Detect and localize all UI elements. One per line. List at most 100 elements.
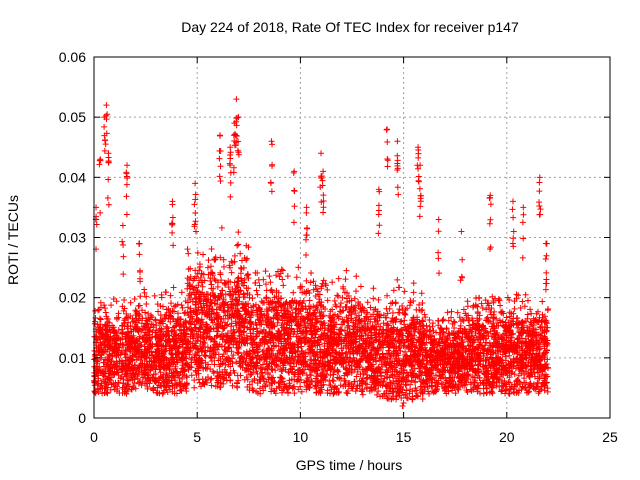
data-point <box>95 328 102 335</box>
data-point <box>179 368 186 375</box>
data-point <box>173 359 180 366</box>
data-point <box>103 357 110 364</box>
data-point <box>177 316 184 323</box>
data-point <box>151 359 158 366</box>
data-point <box>143 349 150 356</box>
data-point <box>129 318 136 325</box>
data-point <box>207 303 214 310</box>
data-point <box>131 296 138 303</box>
data-point <box>188 291 195 298</box>
data-point <box>146 335 153 342</box>
data-point <box>152 316 159 323</box>
data-point <box>164 362 171 369</box>
data-point <box>329 279 336 286</box>
data-point <box>130 332 137 339</box>
data-point <box>113 298 120 305</box>
data-point <box>122 336 129 343</box>
data-point <box>127 343 134 350</box>
data-point <box>155 308 162 315</box>
data-point <box>307 310 314 317</box>
data-point <box>280 282 287 289</box>
data-point <box>169 307 176 314</box>
data-point <box>99 336 106 343</box>
data-point <box>266 273 273 280</box>
data-point <box>179 355 186 362</box>
data-point <box>146 337 153 344</box>
data-point <box>324 297 331 304</box>
data-point <box>115 326 122 333</box>
data-point <box>219 330 226 337</box>
data-point <box>179 344 186 351</box>
data-point <box>284 273 291 280</box>
data-point <box>205 306 212 313</box>
data-point <box>123 346 130 353</box>
data-point <box>119 341 126 348</box>
data-point <box>162 382 169 389</box>
data-point <box>145 331 152 338</box>
data-point <box>330 377 337 384</box>
data-point <box>357 283 364 290</box>
data-point <box>123 335 130 342</box>
data-point <box>97 339 104 346</box>
data-point <box>185 338 192 345</box>
data-point <box>235 229 242 236</box>
data-point <box>176 343 183 350</box>
data-point <box>120 307 127 314</box>
data-point <box>127 313 134 320</box>
data-point <box>156 366 163 373</box>
data-point <box>176 322 183 329</box>
data-point <box>185 250 192 257</box>
data-point <box>423 322 430 329</box>
data-point <box>132 307 139 314</box>
data-point <box>123 370 130 377</box>
data-point <box>389 309 396 316</box>
data-point <box>156 390 163 397</box>
data-point <box>97 385 104 392</box>
data-point <box>218 277 225 284</box>
data-point <box>129 372 136 379</box>
data-point <box>383 305 390 312</box>
data-point <box>254 291 261 298</box>
data-point <box>174 310 181 317</box>
data-point <box>392 299 399 306</box>
data-point <box>132 385 139 392</box>
data-point <box>248 370 255 377</box>
data-point <box>229 286 236 293</box>
data-point <box>108 302 115 309</box>
data-point <box>384 321 391 328</box>
data-point <box>163 343 170 350</box>
data-point <box>157 302 164 309</box>
data-point <box>159 303 166 310</box>
data-point <box>159 318 166 325</box>
data-point <box>141 339 148 346</box>
data-point <box>167 318 174 325</box>
data-point <box>96 315 103 322</box>
data-point <box>231 329 238 336</box>
data-point <box>126 376 133 383</box>
data-point <box>113 330 120 337</box>
data-points <box>91 96 552 409</box>
data-point <box>111 386 118 393</box>
data-point <box>174 359 181 366</box>
data-point <box>115 372 122 379</box>
data-point <box>151 292 158 299</box>
data-point <box>92 307 99 314</box>
data-point <box>478 300 485 307</box>
data-point <box>96 306 103 313</box>
data-point <box>157 329 164 336</box>
data-point <box>276 273 283 280</box>
data-point <box>208 299 215 306</box>
data-point <box>111 337 118 344</box>
data-point <box>173 390 180 397</box>
data-point <box>236 294 243 301</box>
data-point <box>167 313 174 320</box>
data-point <box>163 366 170 373</box>
data-point <box>208 246 215 253</box>
data-point <box>208 357 215 364</box>
data-point <box>94 321 101 328</box>
data-point <box>229 259 236 266</box>
data-point <box>353 288 360 295</box>
data-point <box>131 379 138 386</box>
data-point <box>111 383 118 390</box>
data-point <box>154 332 161 339</box>
